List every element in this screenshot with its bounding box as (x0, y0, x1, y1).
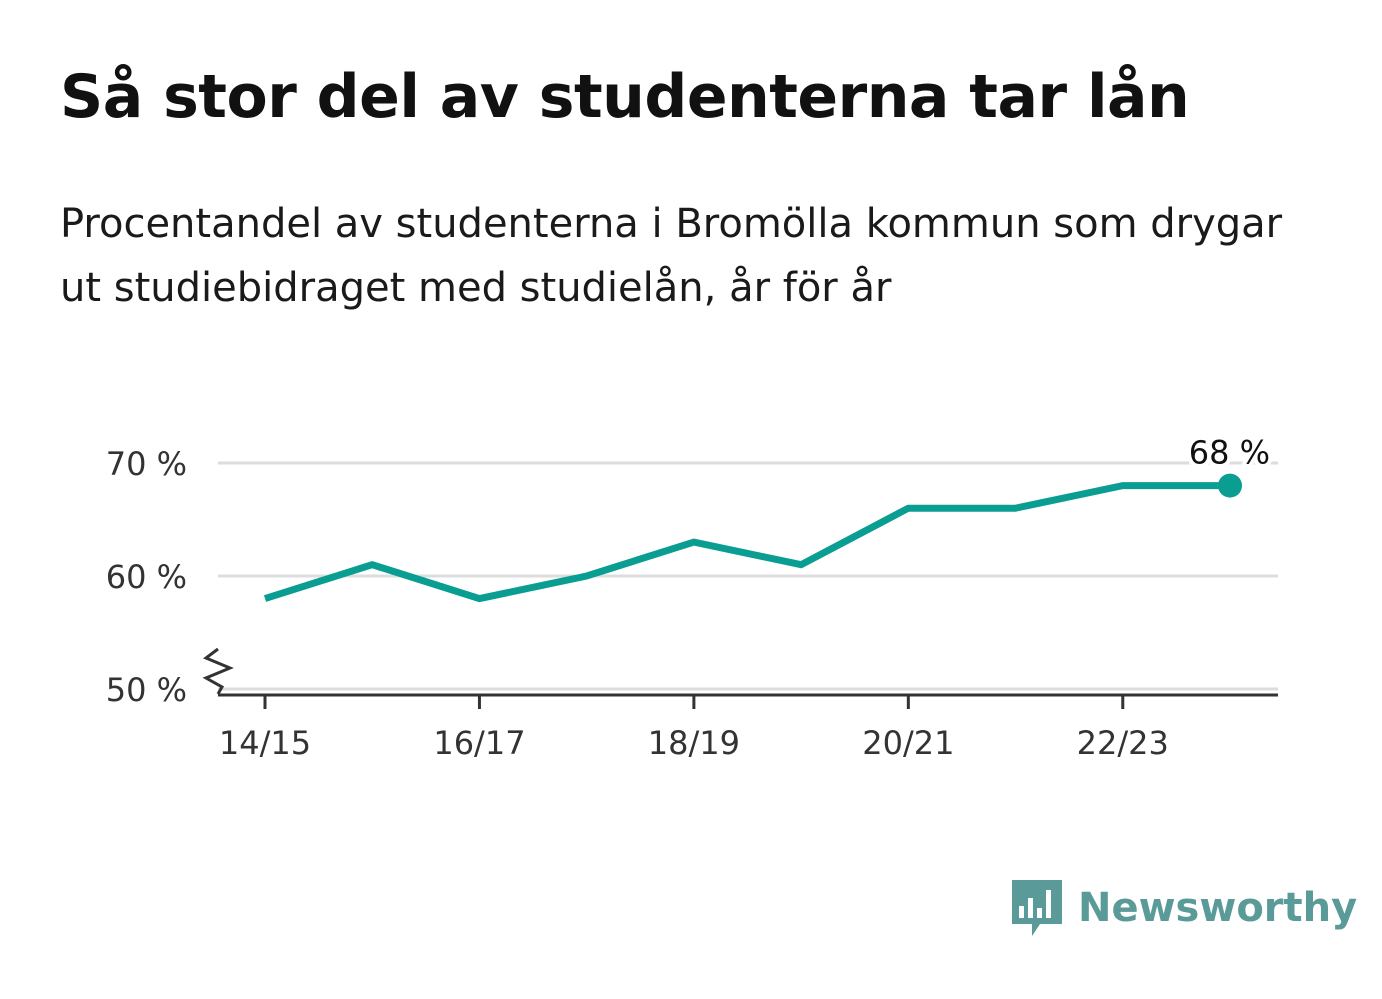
y-tick-label-50: 50 % (106, 671, 187, 709)
last-value-label: 68 % (1189, 434, 1270, 472)
x-tick-label-20-21: 20/21 (862, 724, 954, 762)
brand-name: Newsworthy (1078, 885, 1358, 931)
series-line (263, 482, 1230, 603)
line-chart: 50 % 60 % 70 % 14/15 16/17 18/19 20/21 22/23 68 … (105, 433, 1278, 762)
last-data-point (1218, 473, 1242, 498)
y-axis-break-icon (202, 647, 234, 695)
x-tick-label-14-15: 14/15 (219, 724, 311, 762)
x-tick-label-18-19: 18/19 (648, 724, 740, 762)
x-tick-label-16-17: 16/17 (433, 724, 525, 762)
newsworthy-logo: Newsworthy (1010, 878, 1357, 938)
chart-subtitle: Procentandel av studenterna i Bromölla k… (60, 201, 1283, 311)
y-tick-label-70: 70 % (106, 445, 187, 483)
x-tick-label-22-23: 22/23 (1077, 724, 1169, 762)
chart-title: Så stor del av studenterna tar lån (60, 62, 1190, 132)
newsworthy-bar-chart-icon (1012, 880, 1062, 936)
y-tick-label-60: 60 % (106, 558, 187, 596)
